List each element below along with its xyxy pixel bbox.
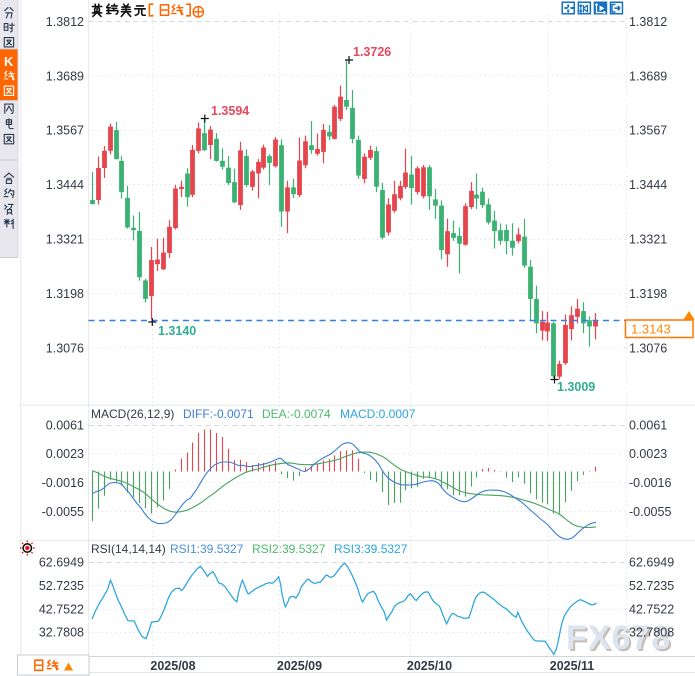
svg-text:-0.0055: -0.0055 xyxy=(42,505,84,519)
svg-text:RSI2:39.5327: RSI2:39.5327 xyxy=(252,542,326,556)
svg-text:2025/08: 2025/08 xyxy=(150,659,195,673)
svg-text:DEA:-0.0074: DEA:-0.0074 xyxy=(262,407,331,421)
svg-text:1.3076: 1.3076 xyxy=(46,341,84,355)
svg-text:1.3198: 1.3198 xyxy=(629,287,667,301)
svg-text:1.3444: 1.3444 xyxy=(46,178,84,192)
svg-text:32.7808: 32.7808 xyxy=(629,626,674,640)
svg-text:0.0023: 0.0023 xyxy=(46,447,84,461)
svg-text:2025/10: 2025/10 xyxy=(407,659,452,673)
svg-text:1.3567: 1.3567 xyxy=(46,124,84,138)
svg-text:FX678: FX678 xyxy=(568,621,673,659)
svg-text:62.6949: 62.6949 xyxy=(629,556,674,570)
svg-text:1.3321: 1.3321 xyxy=(629,233,667,247)
svg-text:1.3444: 1.3444 xyxy=(629,178,667,192)
svg-text:1.3689: 1.3689 xyxy=(46,69,84,83)
svg-text:RSI1:39.5327: RSI1:39.5327 xyxy=(170,542,244,556)
svg-text:-0.0016: -0.0016 xyxy=(629,476,671,490)
svg-text:1.3594: 1.3594 xyxy=(211,104,249,118)
svg-text:1.3198: 1.3198 xyxy=(46,287,84,301)
svg-text:0.0061: 0.0061 xyxy=(629,419,667,433)
svg-text:1.3812: 1.3812 xyxy=(629,15,667,29)
svg-text:0.0023: 0.0023 xyxy=(629,447,667,461)
svg-text:DIFF:-0.0071: DIFF:-0.0071 xyxy=(183,407,254,421)
svg-text:42.7522: 42.7522 xyxy=(629,603,674,617)
svg-text:RSI3:39.5327: RSI3:39.5327 xyxy=(334,542,408,556)
svg-text:RSI(14,14,14): RSI(14,14,14) xyxy=(91,542,166,556)
svg-text:1.3689: 1.3689 xyxy=(629,69,667,83)
svg-text:1.3076: 1.3076 xyxy=(629,341,667,355)
svg-text:1.3567: 1.3567 xyxy=(629,124,667,138)
svg-text:-0.0016: -0.0016 xyxy=(42,476,84,490)
svg-text:K: K xyxy=(4,54,14,69)
svg-text:2025/11: 2025/11 xyxy=(550,659,595,673)
svg-text:1.3143: 1.3143 xyxy=(631,322,671,337)
svg-text:62.6949: 62.6949 xyxy=(39,556,84,570)
svg-text:52.7235: 52.7235 xyxy=(39,579,84,593)
svg-text:FX678: FX678 xyxy=(566,619,671,657)
svg-text:1.3009: 1.3009 xyxy=(557,380,595,394)
svg-text:1.3321: 1.3321 xyxy=(46,233,84,247)
svg-text:1.3812: 1.3812 xyxy=(46,15,84,29)
svg-text:1.3140: 1.3140 xyxy=(158,324,196,338)
svg-text:2025/09: 2025/09 xyxy=(277,659,322,673)
svg-text:MACD(26,12,9): MACD(26,12,9) xyxy=(91,407,174,421)
svg-text:1.3726: 1.3726 xyxy=(353,45,391,59)
svg-text:0.0061: 0.0061 xyxy=(46,419,84,433)
svg-text:32.7808: 32.7808 xyxy=(39,626,84,640)
svg-text:-0.0055: -0.0055 xyxy=(629,505,671,519)
svg-text:42.7522: 42.7522 xyxy=(39,603,84,617)
svg-text:52.7235: 52.7235 xyxy=(629,579,674,593)
svg-text:MACD:0.0007: MACD:0.0007 xyxy=(340,407,416,421)
